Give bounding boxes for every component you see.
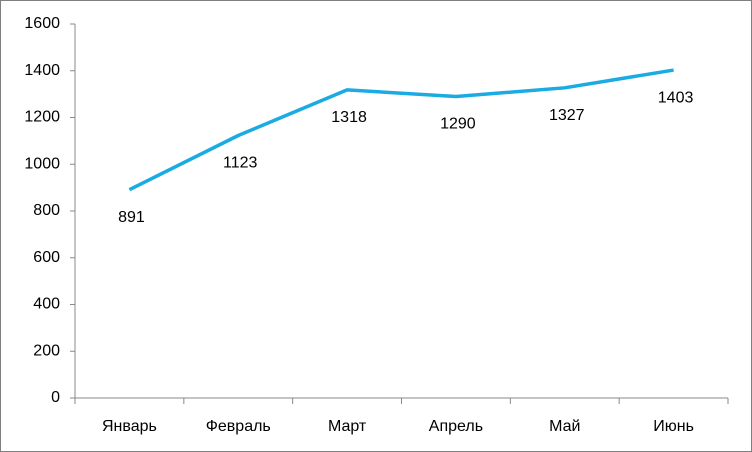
data-label: 1290 [440, 116, 476, 133]
x-tick-label: Июнь [653, 418, 694, 435]
y-tick-label: 200 [33, 342, 60, 359]
x-tick-label: Январь [102, 418, 157, 435]
x-tick-label: Апрель [429, 418, 483, 435]
x-tick-label: Март [328, 418, 367, 435]
y-tick-label: 600 [33, 249, 60, 266]
y-tick-label: 400 [33, 296, 60, 313]
x-tick-label: Май [549, 418, 580, 435]
data-label: 1327 [549, 107, 585, 124]
data-label: 1123 [223, 155, 258, 172]
y-tick-label: 800 [33, 202, 60, 219]
data-label: 1403 [658, 89, 694, 106]
data-label: 1318 [331, 109, 367, 126]
data-label: 891 [118, 209, 145, 226]
y-tick-label: 0 [51, 389, 60, 406]
y-tick-label: 1600 [24, 15, 60, 32]
x-tick-label: Февраль [206, 418, 271, 435]
y-tick-label: 1200 [24, 109, 60, 126]
line [128, 68, 674, 192]
y-tick-label: 1000 [24, 155, 60, 172]
y-tick-label: 1400 [24, 62, 60, 79]
